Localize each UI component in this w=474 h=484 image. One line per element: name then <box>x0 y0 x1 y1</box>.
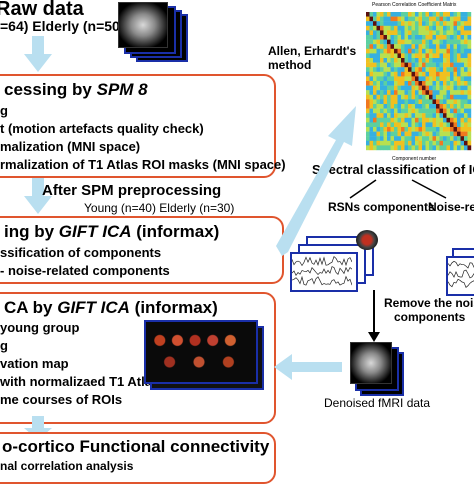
matrix-xlabel: Component number <box>392 156 437 162</box>
gift-young-title: CA by GIFT ICA (informax) <box>4 298 218 317</box>
gift-young-item-2: g <box>0 338 8 353</box>
spm-item-1: g <box>0 103 8 118</box>
fc-title: o-cortico Functional connectivity <box>2 437 270 456</box>
remove-noise-arrow <box>368 290 380 342</box>
gift-young-item-1: young group <box>0 320 80 335</box>
correlation-matrix <box>366 12 472 151</box>
gift-classification-title: ing by GIFT ICA (informax) <box>4 222 220 241</box>
gift-classification-item-2: - noise-related components <box>0 263 170 278</box>
gift-classification-box <box>0 216 284 284</box>
down-arrow-2 <box>24 178 52 214</box>
spm-item-2: t (motion artefacts quality check) <box>0 121 204 136</box>
remove-noise-label: Remove the noise- <box>384 296 474 310</box>
gift-classification-item-1: ssification of components <box>0 245 162 260</box>
diagonal-arrow <box>276 106 356 256</box>
remove-noise-label-2: components <box>394 310 466 324</box>
gift-young-item-5: me courses of ROIs <box>0 392 123 407</box>
gift-young-item-3: vation map <box>0 356 69 371</box>
raw-data-title: Raw data <box>0 0 84 20</box>
method-label: Allen, Erhardt's method <box>268 44 357 72</box>
spectral-label: Spectral classification of ICA <box>312 162 474 177</box>
noise-label: Noise-rela <box>428 200 474 214</box>
left-arrow <box>274 354 342 380</box>
spm-title: cessing by SPM 8 <box>4 80 148 99</box>
raw-data-counts: =64) Elderly (n=50) <box>0 18 125 34</box>
rsn-label: RSNs components <box>328 200 435 214</box>
spm-box <box>0 74 276 178</box>
fc-item: nal correlation analysis <box>0 459 134 473</box>
down-arrow-1 <box>24 36 52 72</box>
after-spm-title: After SPM preprocessing <box>42 182 222 199</box>
spm-item-4: rmalization of T1 Atlas ROI masks (MNI s… <box>0 157 286 172</box>
branch-lines <box>349 179 447 199</box>
after-spm-counts: Young (n=40) Elderly (n=30) <box>84 201 235 215</box>
spm-item-3: malization (MNI space) <box>0 139 141 154</box>
denoised-label: Denoised fMRI data <box>324 396 431 410</box>
matrix-title: Pearson Correlation Coefficient Matrix <box>372 2 457 8</box>
